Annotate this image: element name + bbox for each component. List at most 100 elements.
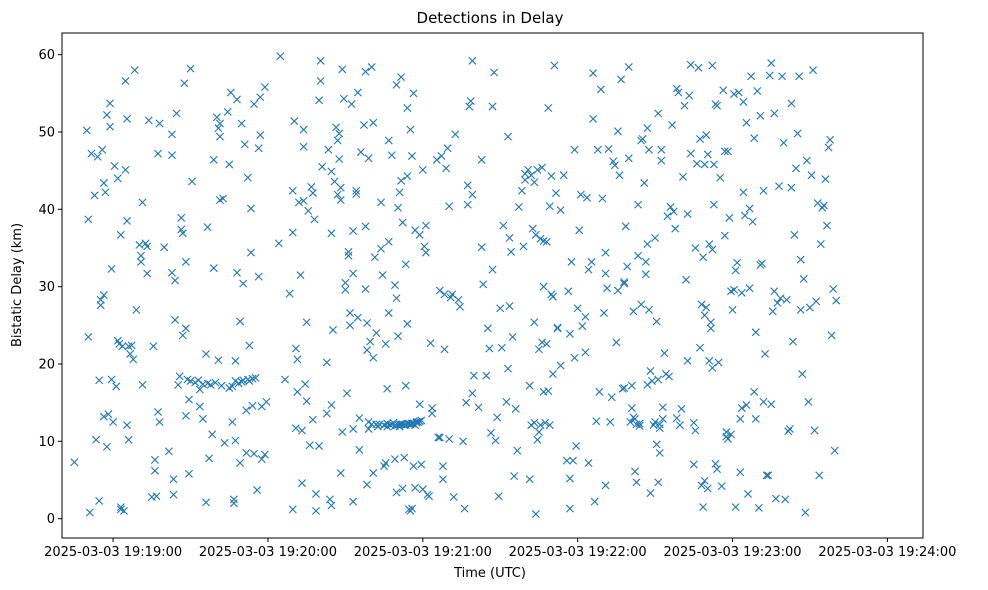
data-point	[383, 384, 392, 393]
data-point	[95, 376, 104, 385]
data-point	[530, 418, 539, 427]
data-point	[451, 130, 460, 139]
data-point	[154, 407, 162, 416]
data-point	[420, 242, 429, 251]
data-point	[459, 437, 468, 446]
data-point	[751, 414, 760, 423]
data-point	[369, 118, 378, 127]
data-point	[565, 329, 574, 338]
data-point	[762, 471, 771, 480]
data-point	[231, 436, 240, 445]
data-point	[686, 60, 695, 69]
data-point	[483, 324, 492, 333]
data-point	[765, 71, 774, 80]
data-point	[327, 167, 336, 176]
data-point	[510, 472, 519, 481]
data-point	[538, 163, 547, 172]
data-point	[610, 161, 619, 170]
data-point	[490, 68, 499, 77]
data-point	[421, 221, 430, 230]
data-point	[434, 433, 443, 442]
data-point	[102, 442, 111, 451]
data-point	[521, 175, 530, 184]
data-point	[499, 221, 508, 230]
data-point	[505, 233, 514, 242]
data-point	[634, 251, 643, 260]
data-point	[508, 332, 517, 341]
data-point	[548, 370, 557, 379]
data-point	[697, 300, 706, 309]
data-point	[582, 193, 591, 202]
data-point	[99, 412, 108, 421]
data-point	[709, 200, 718, 209]
data-point	[116, 230, 125, 239]
data-point	[425, 492, 433, 501]
data-point	[232, 268, 241, 277]
data-point	[106, 122, 114, 131]
data-point	[123, 114, 132, 123]
data-point	[403, 319, 412, 328]
data-point	[497, 343, 506, 352]
data-point	[239, 279, 248, 288]
data-point	[85, 508, 94, 517]
data-point	[104, 410, 113, 419]
data-point	[624, 154, 633, 163]
data-point	[658, 414, 667, 423]
y-tick-label: 30	[38, 280, 55, 295]
data-point	[671, 224, 680, 233]
data-point	[344, 251, 353, 260]
data-point	[513, 446, 522, 455]
data-point	[288, 228, 297, 237]
data-point	[654, 375, 663, 384]
data-point	[708, 61, 717, 70]
x-axis: 2025-03-03 19:19:00 2025-03-03 19:20:00 20…	[44, 538, 956, 560]
data-point	[327, 501, 336, 510]
data-point	[657, 156, 666, 165]
data-point	[248, 401, 257, 410]
data-point	[443, 144, 452, 153]
data-point	[677, 404, 686, 413]
data-point	[641, 257, 650, 266]
data-point	[347, 100, 356, 109]
data-point	[195, 385, 204, 394]
data-point	[262, 397, 271, 406]
data-point	[733, 258, 742, 267]
data-point	[155, 418, 164, 426]
data-point	[689, 460, 698, 469]
data-point	[696, 134, 704, 143]
data-point	[479, 280, 488, 289]
data-point	[401, 260, 410, 269]
data-point	[601, 248, 610, 257]
data-point	[449, 493, 458, 502]
data-point	[409, 89, 418, 98]
data-point	[488, 265, 497, 274]
data-point	[215, 132, 224, 141]
data-point	[308, 189, 317, 198]
data-point	[553, 324, 562, 333]
data-point	[349, 226, 358, 235]
data-point	[428, 404, 437, 413]
data-point	[700, 160, 709, 169]
data-point	[301, 380, 310, 389]
data-point	[205, 454, 214, 463]
data-point	[542, 237, 551, 246]
data-point	[629, 307, 638, 316]
data-point	[412, 418, 421, 426]
data-point	[311, 489, 320, 498]
data-point	[689, 418, 698, 427]
data-point	[237, 119, 246, 128]
y-tick-label: 60	[38, 48, 55, 63]
x-tick-label: 2025-03-03 19:24:00	[818, 545, 956, 560]
data-point	[493, 413, 502, 422]
data-point	[208, 430, 217, 439]
data-point	[215, 119, 224, 128]
data-point	[257, 455, 266, 464]
data-point	[281, 375, 289, 384]
data-point	[654, 478, 663, 487]
data-point	[564, 287, 573, 296]
data-point	[691, 426, 700, 435]
data-point	[106, 99, 114, 108]
data-point	[310, 215, 319, 224]
data-point	[627, 381, 636, 390]
